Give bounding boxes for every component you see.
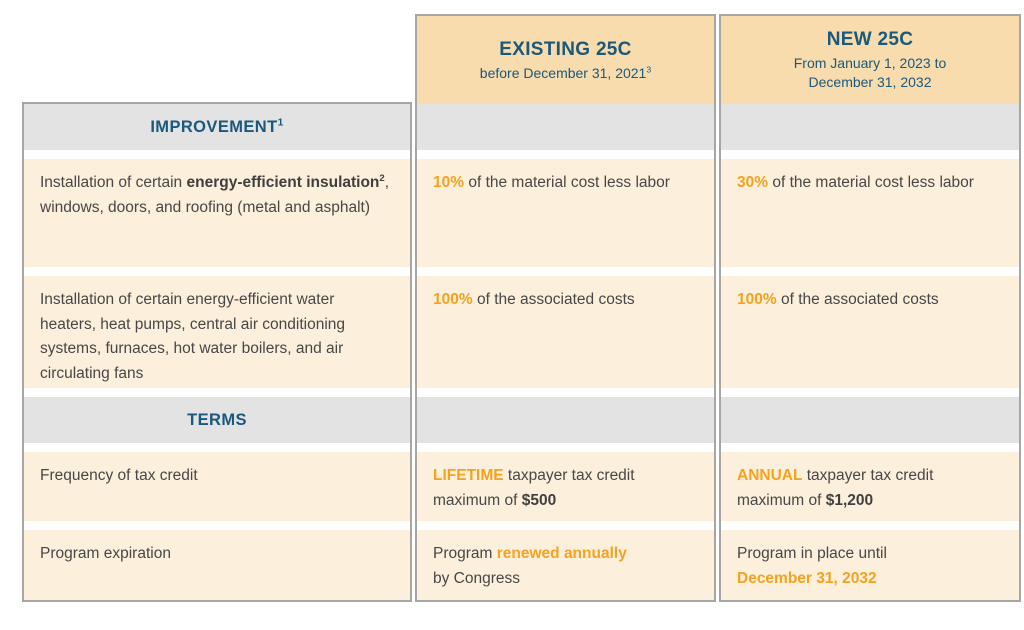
water-heaters-existing-pct: 100% — [433, 291, 473, 308]
cell-expiration-new: Program in place until December 31, 2032 — [721, 530, 1019, 600]
water-heaters-new-pct: 100% — [737, 291, 777, 308]
frequency-existing-mid: taxpayer tax credit — [503, 467, 635, 484]
cell-insulation-label: Installation of certain energy-efficient… — [24, 159, 410, 267]
column-improvements: IMPROVEMENT1 Installation of certain ene… — [22, 102, 412, 602]
frequency-label-text: Frequency of tax credit — [40, 467, 198, 484]
cell-water-heaters-existing: 100% of the associated costs — [417, 276, 714, 388]
comparison-table: IMPROVEMENT1 Installation of certain ene… — [22, 14, 1021, 602]
band-improvement-existing — [417, 104, 714, 150]
frequency-new-amount: $1,200 — [825, 491, 874, 509]
section-terms-label: TERMS — [187, 410, 247, 429]
column-new-25c: NEW 25C From January 1, 2023 to December … — [719, 14, 1021, 602]
water-heaters-existing-text: of the associated costs — [472, 291, 635, 308]
frequency-existing-line2: maximum of — [433, 491, 522, 509]
band-terms-new — [721, 397, 1019, 443]
cell-water-heaters-label: Installation of certain energy-efficient… — [24, 276, 410, 388]
existing-subtitle-text: before December 31, 2021 — [479, 64, 647, 81]
cell-frequency-new: ANNUAL taxpayer tax credit maximum of $1… — [721, 452, 1019, 521]
cell-insulation-existing: 10% of the material cost less labor — [417, 159, 714, 267]
band-improvement-new — [721, 104, 1019, 150]
section-improvement-label: IMPROVEMENT1 — [150, 115, 283, 140]
existing-title: EXISTING 25C — [499, 38, 632, 60]
section-improvement-footnote: 1 — [277, 117, 284, 129]
section-improvement-text: IMPROVEMENT — [150, 117, 278, 136]
insulation-label-post: , windows, doors, and roofing (metal and… — [40, 174, 390, 216]
frequency-new-highlight: ANNUAL — [737, 467, 803, 484]
existing-subtitle: before December 31, 20213 — [480, 64, 651, 83]
insulation-footnote: 2 — [379, 172, 385, 184]
insulation-label-bold: energy-efficient insulation2 — [186, 174, 384, 191]
expiration-new-highlight: December 31, 2032 — [737, 569, 877, 587]
insulation-label-bold-text: energy-efficient insulation — [186, 174, 380, 191]
section-header-improvement: IMPROVEMENT1 — [24, 104, 410, 150]
cell-frequency-existing: LIFETIME taxpayer tax credit maximum of … — [417, 452, 714, 521]
cell-water-heaters-new: 100% of the associated costs — [721, 276, 1019, 388]
frequency-new-mid: taxpayer tax credit — [802, 467, 934, 484]
column-existing-25c: EXISTING 25C before December 31, 20213 1… — [415, 14, 716, 602]
insulation-label-pre: Installation of certain — [40, 174, 187, 191]
cell-expiration-label: Program expiration — [24, 530, 410, 600]
section-header-terms: TERMS — [24, 397, 410, 443]
insulation-new-text: of the material cost less labor — [768, 174, 974, 191]
new-subtitle-line1: From January 1, 2023 to — [793, 55, 947, 71]
new-subtitle: From January 1, 2023 to December 31, 2032 — [794, 54, 947, 92]
cell-expiration-existing: Program renewed annually by Congress — [417, 530, 714, 600]
expiration-existing-line2: by Congress — [433, 569, 521, 587]
new-title: NEW 25C — [826, 29, 914, 50]
expiration-existing-pre: Program — [433, 545, 497, 562]
existing-subtitle-footnote: 3 — [646, 63, 652, 74]
new-subtitle-line2: December 31, 2032 — [808, 74, 932, 90]
insulation-existing-text: of the material cost less labor — [464, 174, 670, 191]
expiration-existing-highlight: renewed annually — [496, 545, 627, 562]
header-new-25c: NEW 25C From January 1, 2023 to December … — [721, 16, 1019, 104]
insulation-new-pct: 30% — [737, 174, 769, 191]
frequency-existing-highlight: LIFETIME — [433, 467, 504, 484]
band-terms-existing — [417, 397, 714, 443]
expiration-label-text: Program expiration — [40, 545, 171, 562]
water-heaters-label-text: Installation of certain energy-efficient… — [40, 291, 346, 382]
insulation-existing-pct: 10% — [433, 174, 465, 191]
header-existing-25c: EXISTING 25C before December 31, 20213 — [417, 16, 714, 104]
cell-frequency-label: Frequency of tax credit — [24, 452, 410, 521]
water-heaters-new-text: of the associated costs — [776, 291, 939, 308]
cell-insulation-new: 30% of the material cost less labor — [721, 159, 1019, 267]
frequency-existing-amount: $500 — [521, 491, 557, 509]
frequency-new-line2: maximum of — [737, 491, 826, 509]
expiration-new-line1: Program in place until — [737, 545, 887, 562]
